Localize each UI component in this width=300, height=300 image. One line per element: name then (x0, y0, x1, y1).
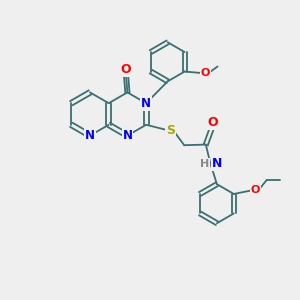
Text: S: S (166, 124, 175, 137)
Text: O: O (121, 63, 131, 76)
Text: O: O (201, 68, 210, 78)
Text: H: H (200, 159, 209, 169)
Text: N: N (122, 129, 132, 142)
Text: O: O (251, 185, 260, 195)
Text: N: N (141, 97, 151, 110)
Text: N: N (85, 129, 95, 142)
Text: N: N (212, 157, 222, 170)
Text: O: O (207, 116, 218, 129)
